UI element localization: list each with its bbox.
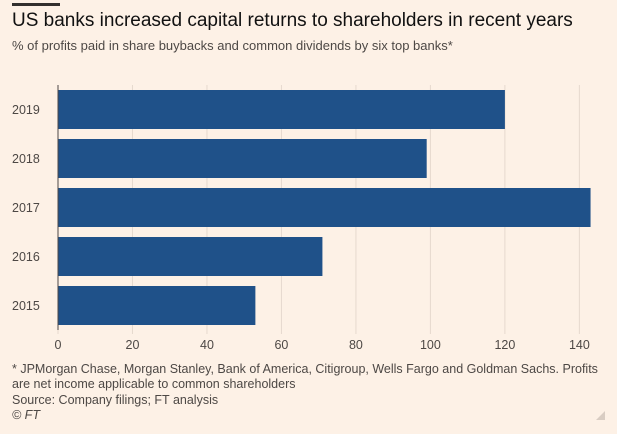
chart-source: Source: Company filings; FT analysis	[12, 393, 219, 407]
chart-subtitle: % of profits paid in share buybacks and …	[12, 38, 453, 53]
bar	[58, 286, 256, 325]
x-tick-label: 100	[420, 338, 441, 352]
chart-footnote: * JPMorgan Chase, Morgan Stanley, Bank o…	[12, 362, 598, 391]
y-tick-label: 2015	[12, 299, 40, 313]
bar	[58, 90, 505, 129]
x-tick-label: 20	[126, 338, 140, 352]
resize-grip-icon[interactable]	[596, 411, 605, 420]
y-tick-label: 2018	[12, 152, 40, 166]
ft-top-rule	[12, 3, 60, 6]
x-tick-label: 120	[494, 338, 515, 352]
bar	[58, 139, 427, 178]
x-tick-label: 140	[569, 338, 590, 352]
x-tick-label: 0	[55, 338, 62, 352]
bar	[58, 188, 591, 227]
y-tick-label: 2019	[12, 103, 40, 117]
bar	[58, 237, 323, 276]
x-tick-label: 60	[274, 338, 288, 352]
y-tick-label: 2016	[12, 250, 40, 264]
chart-credit: © FT	[12, 408, 40, 422]
x-tick-label: 40	[200, 338, 214, 352]
y-tick-label: 2017	[12, 201, 40, 215]
chart-title: US banks increased capital returns to sh…	[12, 10, 573, 31]
x-tick-label: 80	[349, 338, 363, 352]
